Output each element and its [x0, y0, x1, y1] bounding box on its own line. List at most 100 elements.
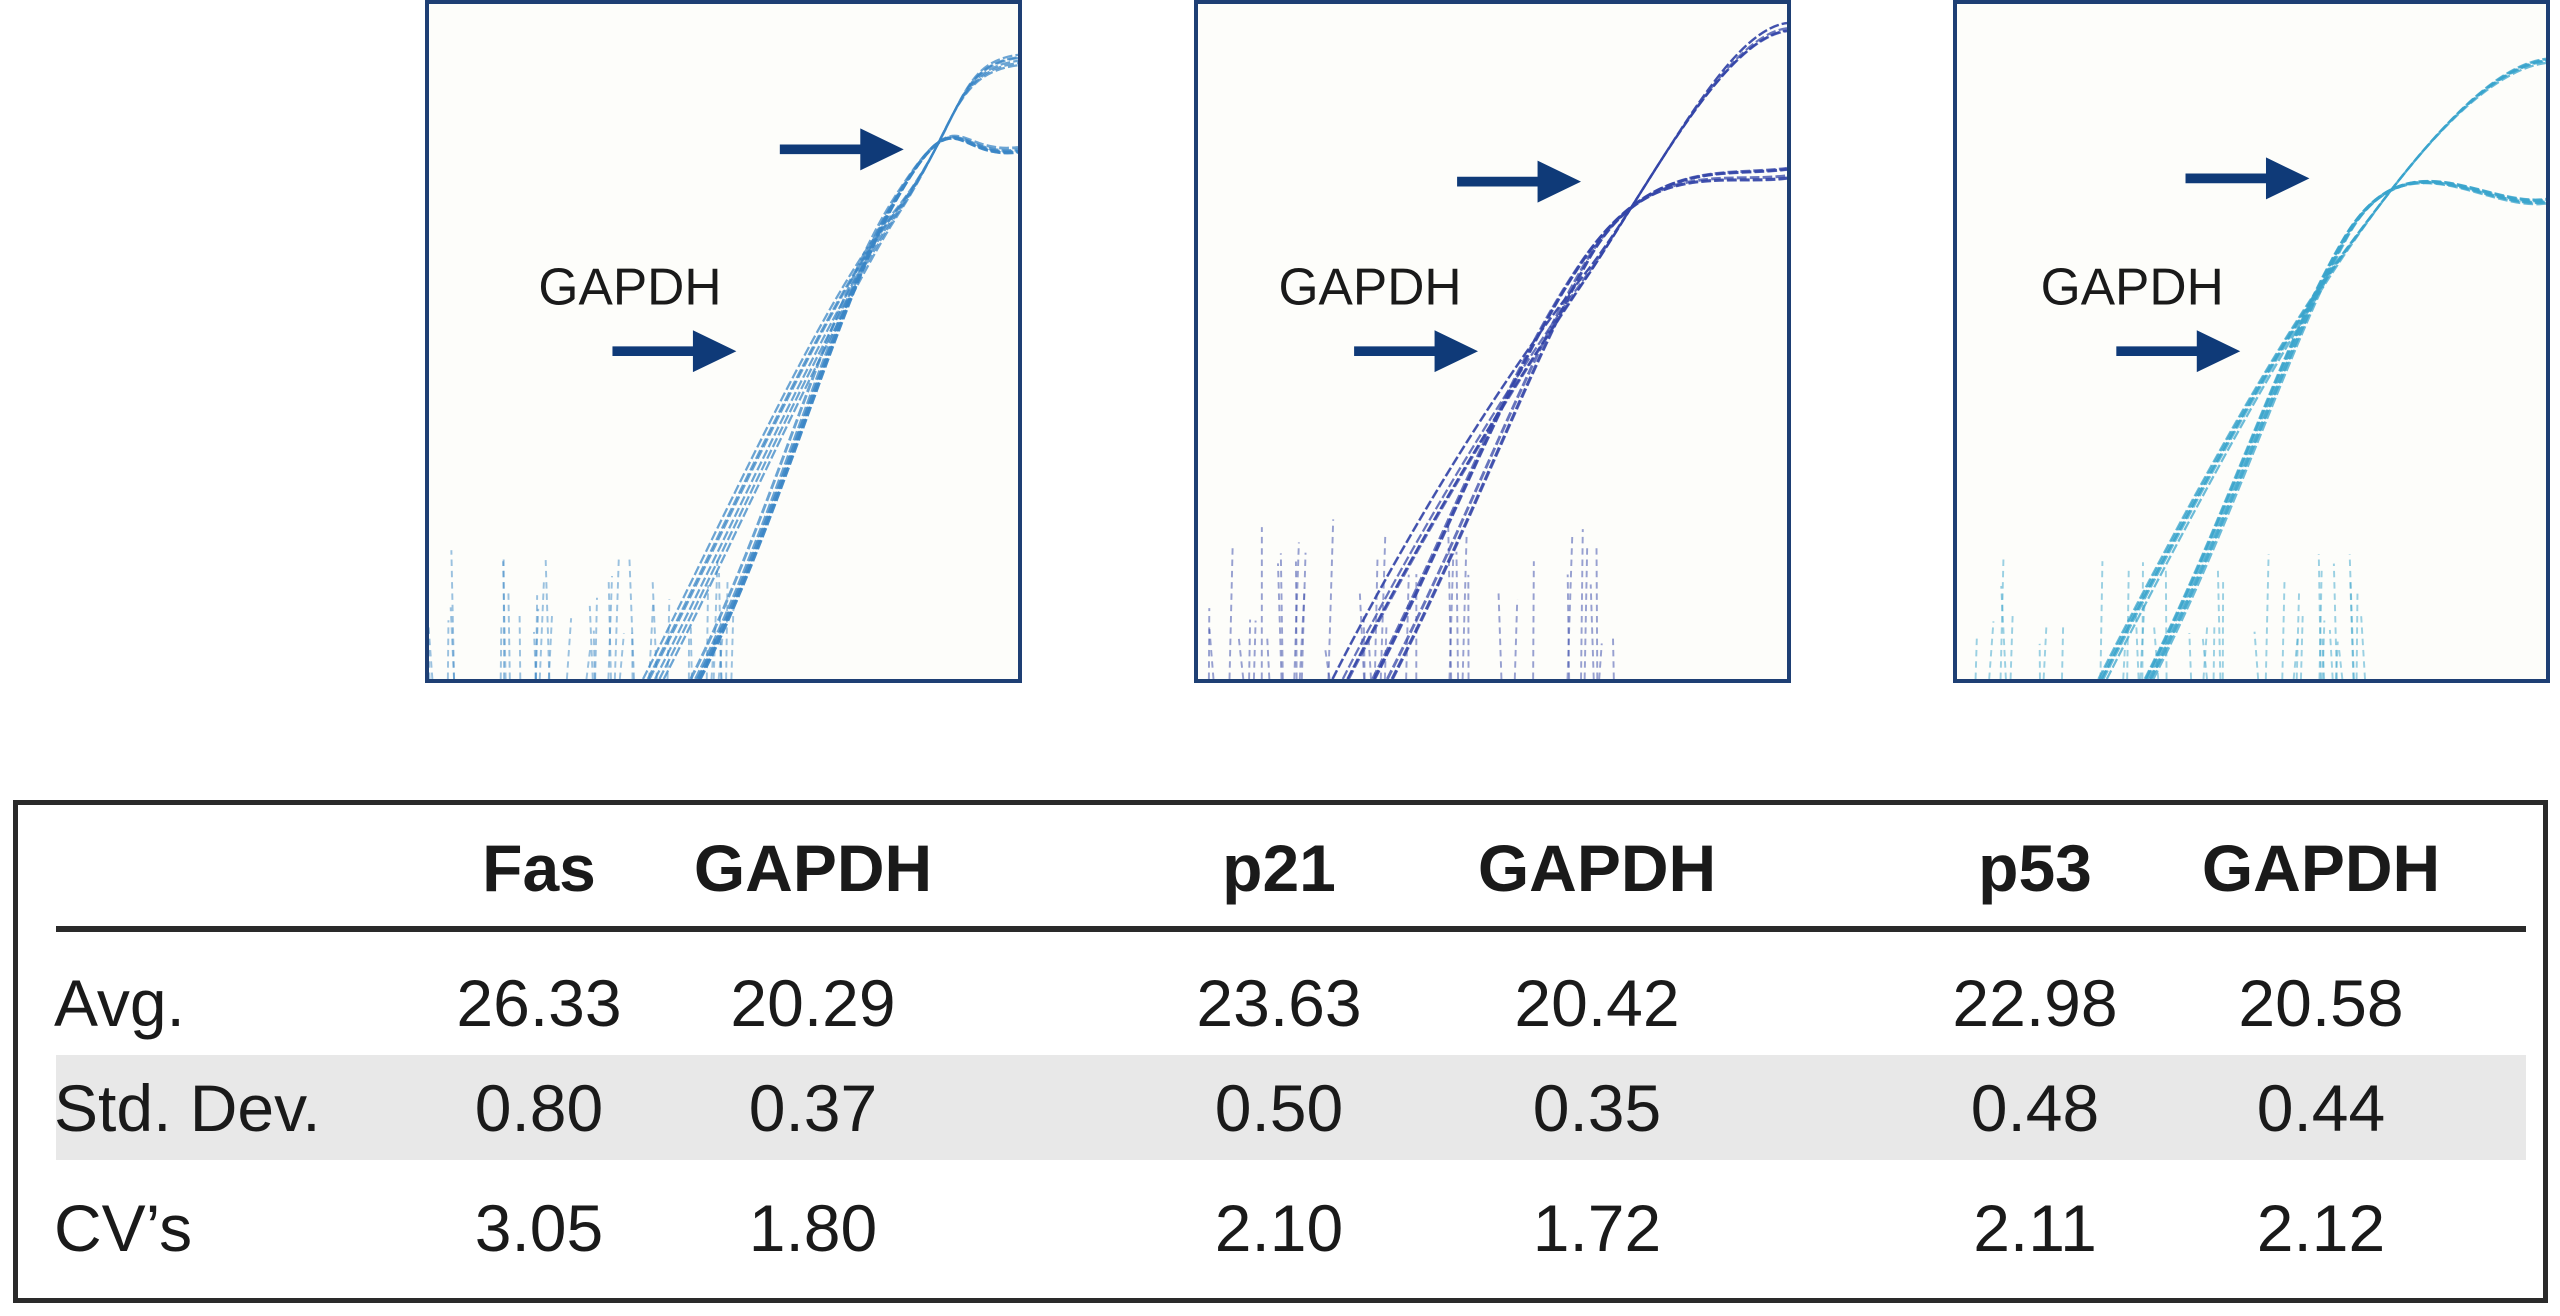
baseline-noise: [1595, 547, 1599, 679]
amplification-plot-1: GAPDH: [425, 0, 1022, 683]
baseline-noise: [2321, 635, 2326, 679]
amplification-curve: [2151, 181, 2546, 679]
baseline-noise: [1988, 621, 1995, 679]
amplification-curve: [1341, 27, 1787, 679]
baseline-noise: [1405, 574, 1410, 679]
table-cell: 0.35: [1532, 1071, 1662, 1145]
baseline-noise: [429, 626, 431, 679]
baseline-noise: [565, 618, 573, 679]
arrow-right-icon: [2116, 330, 2241, 373]
table-cell: 23.63: [1196, 966, 1362, 1040]
baseline-noise: [1300, 552, 1307, 679]
amplification-curve: [1371, 166, 1787, 679]
panel-label: GAPDH: [2041, 257, 2224, 315]
baseline-noise: [1367, 634, 1372, 679]
baseline-noise: [666, 599, 671, 679]
baseline-noise: [717, 628, 725, 679]
amplification-curve: [2100, 59, 2546, 679]
baseline-noise: [2212, 624, 2216, 679]
column-header: p53: [1978, 831, 2092, 905]
amplification-curve: [697, 136, 1018, 679]
baseline-noise: [718, 572, 723, 679]
baseline-noise: [1228, 546, 1234, 679]
table-cell: 2.11: [1973, 1191, 2097, 1265]
baseline-noise: [651, 579, 658, 679]
baseline-noise: [2009, 614, 2014, 679]
baseline-noise: [1532, 561, 1535, 679]
table-cell: 0.80: [474, 1071, 604, 1145]
baseline-noise: [2188, 632, 2193, 679]
amplification-curve: [2100, 59, 2546, 679]
baseline-noise: [2264, 554, 2270, 679]
baseline-noise: [585, 646, 592, 679]
baseline-noise: [730, 608, 735, 679]
baseline-noise: [2000, 585, 2007, 679]
arrow-right-icon: [1354, 330, 1479, 373]
arrow-right-icon: [612, 330, 737, 373]
baseline-noise: [618, 633, 625, 679]
baseline-noise: [2042, 623, 2048, 679]
table-cell: 2.10: [1214, 1191, 1344, 1265]
baseline-noise: [594, 597, 598, 679]
baseline-noise: [1566, 574, 1571, 679]
table-cell: 0.37: [748, 1071, 878, 1145]
baseline-noise: [2292, 636, 2299, 679]
baseline-noise: [2355, 593, 2359, 679]
baseline-noise: [499, 626, 503, 679]
amplification-curve: [1373, 167, 1787, 679]
amplification-curve: [689, 134, 1018, 679]
baseline-noise: [2337, 646, 2344, 679]
baseline-noise: [547, 614, 554, 679]
column-header: Fas: [482, 831, 596, 905]
baseline-noise: [2099, 561, 2104, 679]
baseline-noise: [429, 622, 434, 679]
baseline-noise: [1237, 635, 1245, 679]
baseline-noise: [2317, 554, 2322, 679]
amplification-curve: [2105, 61, 2546, 679]
baseline-noise: [592, 630, 596, 679]
baseline-noise: [588, 605, 594, 679]
baseline-noise: [2061, 625, 2065, 679]
baseline-noise: [1293, 542, 1300, 679]
table-cell: 0.48: [1970, 1071, 2100, 1145]
baseline-noise: [607, 580, 612, 679]
baseline-noise: [2164, 566, 2168, 679]
column-header: GAPDH: [1477, 831, 1717, 905]
baseline-noise: [2126, 569, 2130, 679]
baseline-noise: [518, 611, 522, 679]
baseline-noise: [507, 589, 511, 679]
baseline-noise: [2152, 624, 2160, 679]
baseline-noise: [1974, 637, 1978, 679]
amplification-plot-3: GAPDH: [1953, 0, 2550, 683]
baseline-noise: [1248, 619, 1252, 679]
table-cell: 20.42: [1514, 966, 1680, 1040]
amplification-plot-2: GAPDH: [1194, 0, 1791, 683]
std-dev-row-band: [56, 1055, 2526, 1160]
baseline-noise: [1279, 553, 1284, 679]
baseline-noise: [1373, 559, 1379, 679]
column-header: GAPDH: [2201, 831, 2441, 905]
baseline-noise: [1252, 620, 1257, 679]
arrow-right-icon: [1457, 160, 1582, 203]
baseline-noise: [2332, 563, 2338, 679]
baseline-noise: [1208, 629, 1215, 679]
baseline-noise: [1589, 584, 1595, 679]
table-cell: 20.58: [2238, 966, 2404, 1040]
baseline-noise: [2253, 631, 2260, 679]
baseline-noise: [1612, 636, 1615, 679]
baseline-noise: [1298, 587, 1306, 679]
baseline-noise: [2122, 644, 2127, 679]
baseline-noise: [1580, 529, 1584, 679]
baseline-noise: [533, 631, 537, 679]
amplification-curve: [698, 136, 1018, 679]
baseline-noise: [2359, 611, 2366, 679]
baseline-noise: [2141, 562, 2144, 679]
table-cell: 1.80: [748, 1191, 878, 1265]
column-header: GAPDH: [693, 831, 933, 905]
baseline-noise: [1448, 553, 1455, 679]
baseline-noise: [502, 561, 507, 679]
baseline-noise: [1455, 551, 1460, 679]
baseline-noise: [689, 623, 693, 679]
baseline-noise: [1447, 524, 1453, 679]
baseline-noise: [1497, 592, 1503, 679]
